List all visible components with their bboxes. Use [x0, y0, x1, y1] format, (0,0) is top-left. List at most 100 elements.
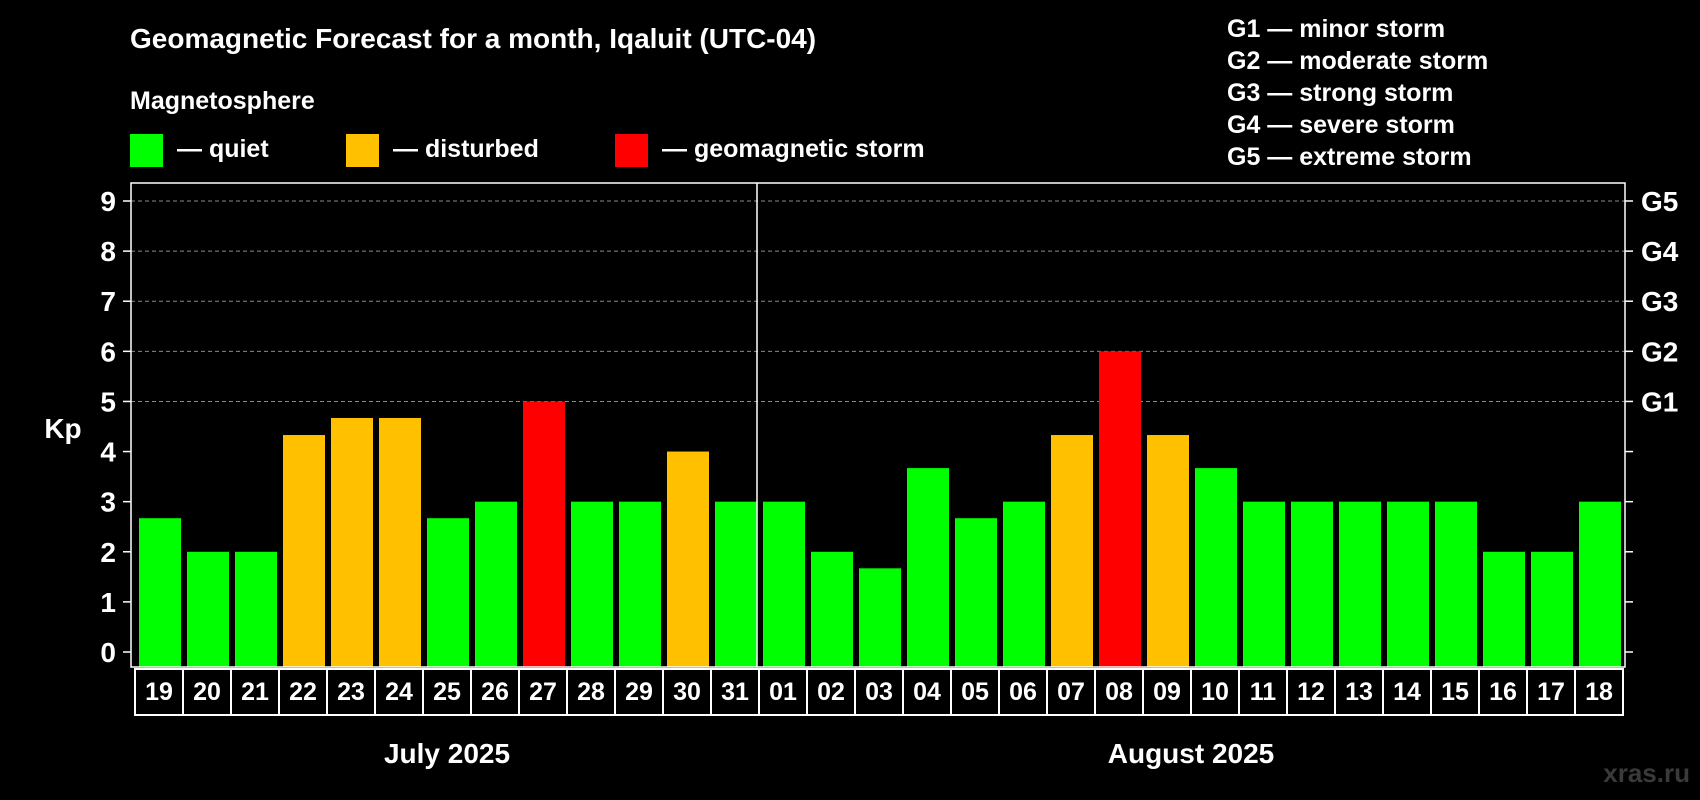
y-tick-label-6: 6	[100, 336, 116, 367]
day-label-08: 08	[1105, 678, 1133, 706]
bar-14	[1387, 501, 1429, 667]
legend-label-1: — disturbed	[393, 135, 539, 163]
legend-swatch-1	[346, 134, 379, 167]
y-tick-label-9: 9	[100, 186, 116, 217]
bar-20	[187, 551, 229, 667]
day-label-23: 23	[337, 678, 365, 706]
bar-23	[331, 417, 373, 667]
day-label-10: 10	[1201, 678, 1229, 706]
day-label-31: 31	[721, 678, 749, 706]
storm-level-label-G5: G5	[1641, 186, 1678, 217]
y-tick-label-2: 2	[100, 537, 116, 568]
day-label-16: 16	[1489, 678, 1517, 706]
legend-swatch-0	[130, 134, 163, 167]
month-labels: July 2025 August 2025	[384, 738, 1274, 769]
storm-scale-item-3: G4 — severe storm	[1227, 111, 1455, 139]
y-tick-label-8: 8	[100, 236, 116, 267]
y-tick-label-4: 4	[100, 437, 116, 468]
day-label-12: 12	[1297, 678, 1325, 706]
day-label-22: 22	[289, 678, 317, 706]
day-label-05: 05	[961, 678, 989, 706]
day-label-04: 04	[913, 678, 941, 706]
bar-21	[235, 551, 277, 667]
day-label-02: 02	[817, 678, 845, 706]
day-label-03: 03	[865, 678, 893, 706]
storm-level-label-G4: G4	[1641, 236, 1679, 267]
legend-swatch-2	[615, 134, 648, 167]
day-label-14: 14	[1393, 678, 1421, 706]
bar-13	[1339, 501, 1381, 667]
bar-09	[1147, 435, 1189, 667]
storm-level-label-G1: G1	[1641, 386, 1678, 417]
y-tick-label-5: 5	[100, 386, 116, 417]
legend-label-0: — quiet	[177, 135, 269, 163]
month-label-0: July 2025	[384, 738, 510, 769]
bar-15	[1435, 501, 1477, 667]
chart-title: Geomagnetic Forecast for a month, Iqalui…	[130, 23, 816, 54]
bars	[139, 351, 1621, 667]
day-label-19: 19	[145, 678, 173, 706]
storm-scale-item-4: G5 — extreme storm	[1227, 143, 1472, 171]
bar-29	[619, 501, 661, 667]
day-label-21: 21	[241, 678, 269, 706]
bar-27	[523, 401, 565, 667]
bar-22	[283, 435, 325, 667]
day-label-06: 06	[1009, 678, 1037, 706]
day-label-07: 07	[1057, 678, 1085, 706]
bar-26	[475, 501, 517, 667]
day-label-29: 29	[625, 678, 653, 706]
storm-scale-item-0: G1 — minor storm	[1227, 15, 1445, 43]
bar-17	[1531, 551, 1573, 667]
bar-02	[811, 551, 853, 667]
y-axis-ticks: 0 1 2 3 4 5 6 7 8 9	[100, 186, 131, 668]
plot-frame	[130, 182, 1626, 668]
bar-30	[667, 451, 709, 667]
legend: — quiet — disturbed — geomagnetic storm	[130, 134, 925, 167]
bar-12	[1291, 501, 1333, 667]
bar-28	[571, 501, 613, 667]
day-label-01: 01	[769, 678, 797, 706]
y-tick-label-7: 7	[100, 286, 116, 317]
day-label-25: 25	[433, 678, 461, 706]
bar-07	[1051, 435, 1093, 667]
legend-heading: Magnetosphere	[130, 87, 315, 115]
bar-01	[763, 501, 805, 667]
day-label-24: 24	[385, 678, 413, 706]
day-label-09: 09	[1153, 678, 1181, 706]
storm-scale-item-1: G2 — moderate storm	[1227, 47, 1488, 75]
y-axis-label: Kp	[44, 413, 81, 444]
day-cell-18	[1574, 668, 1624, 716]
bar-10	[1195, 468, 1237, 667]
day-label-28: 28	[577, 678, 605, 706]
bar-24	[379, 417, 421, 667]
grid-lines	[131, 200, 1625, 402]
watermark: xras.ru	[1603, 758, 1690, 788]
day-label-30: 30	[673, 678, 701, 706]
bar-03	[859, 568, 901, 667]
axes	[130, 182, 1626, 668]
storm-scale-item-2: G3 — strong storm	[1227, 79, 1453, 107]
bar-08	[1099, 351, 1141, 667]
bar-18	[1579, 501, 1621, 667]
bar-25	[427, 518, 469, 667]
bar-16	[1483, 551, 1525, 667]
y-tick-label-3: 3	[100, 487, 116, 518]
day-label-17: 17	[1537, 678, 1565, 706]
bar-11	[1243, 501, 1285, 667]
day-label-27: 27	[529, 678, 557, 706]
legend-label-2: — geomagnetic storm	[662, 135, 925, 163]
bar-06	[1003, 501, 1045, 667]
bar-05	[955, 518, 997, 667]
day-label-18: 18	[1585, 678, 1613, 706]
y-tick-label-0: 0	[100, 637, 116, 668]
day-label-26: 26	[481, 678, 509, 706]
day-labels: 19 20 21 22 23 24 25 26 27 28 29 30 31 01 02 03 04 05 06 07…	[134, 668, 1624, 716]
bar-04	[907, 468, 949, 667]
storm-scale-legend: G1 — minor storm G2 — moderate storm G3 — …	[1227, 15, 1488, 171]
day-label-15: 15	[1441, 678, 1469, 706]
storm-level-label-G2: G2	[1641, 336, 1678, 367]
bar-19	[139, 518, 181, 667]
storm-level-ticks: G1 G2 G3 G4 G5	[1625, 186, 1679, 653]
day-label-20: 20	[193, 678, 221, 706]
